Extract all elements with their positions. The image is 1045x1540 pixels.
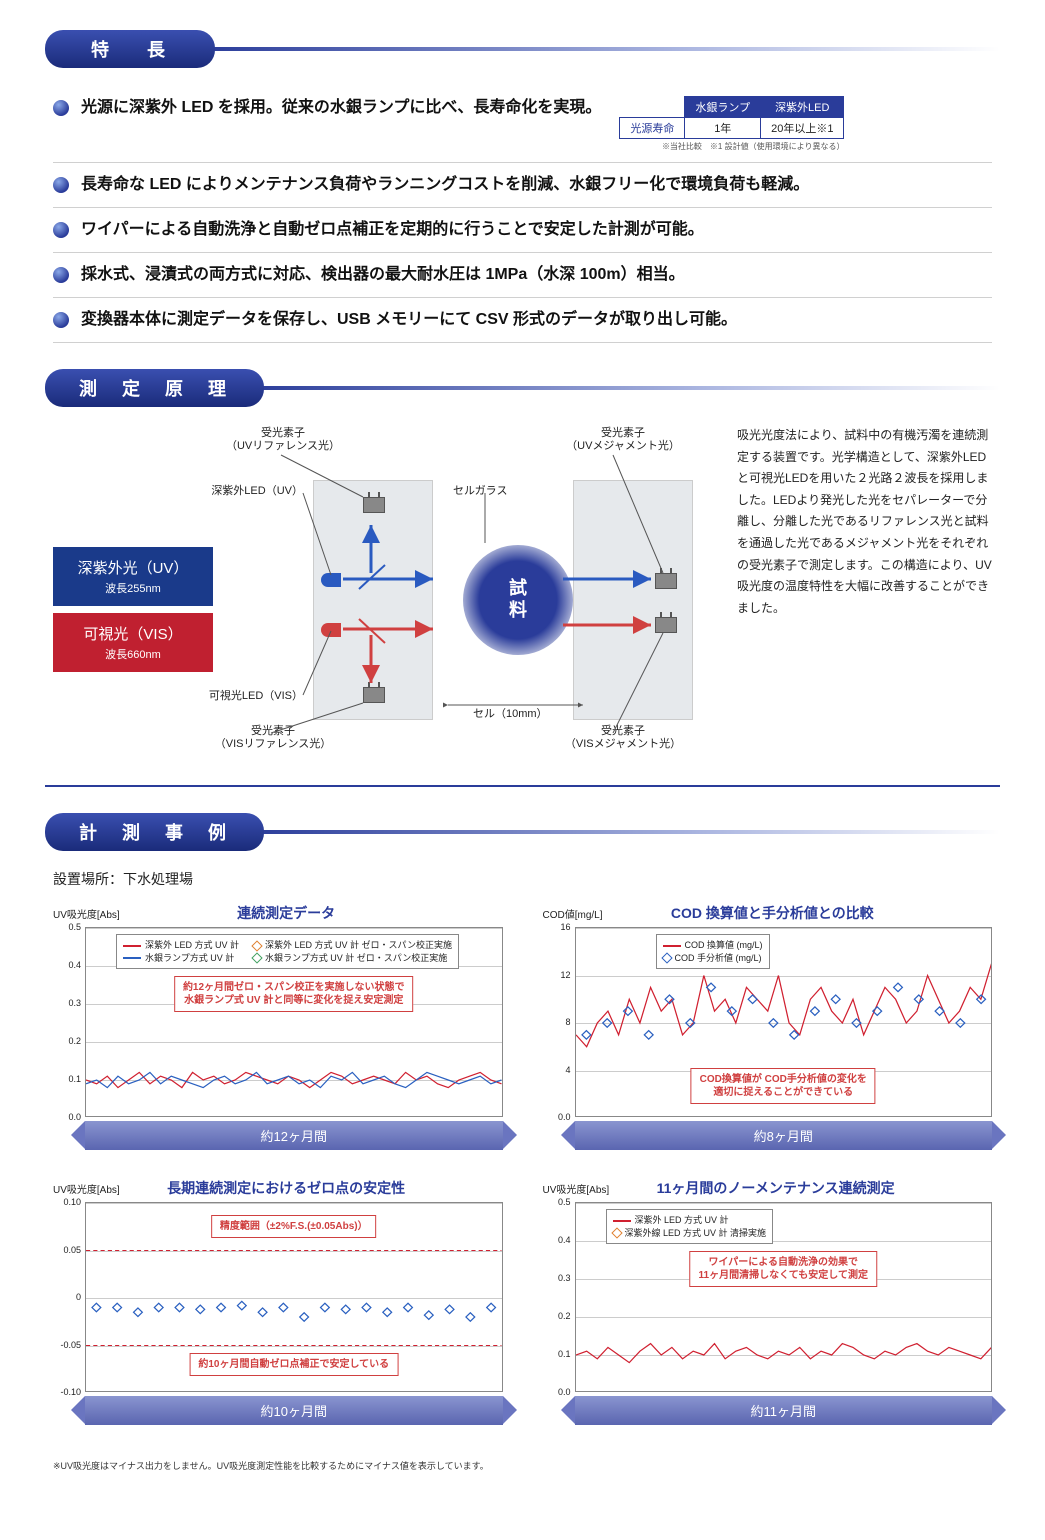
principle-diagram: 受光素子（UVリファレンス光） 受光素子（UVメジャメント光） 深紫外LED（U… — [53, 425, 713, 755]
feature-text: 変換器本体に測定データを保存し、USB メモリーにて CSV 形式のデータが取り… — [81, 308, 737, 332]
diagram-arrows — [53, 425, 713, 755]
chart-legend: 深紫外 LED 方式 UV 計深紫外線 LED 方式 UV 計 清掃実施 — [606, 1209, 774, 1244]
legend-label: 深紫外線 LED 方式 UV 計 清掃実施 — [625, 1228, 767, 1238]
chart-title: 長期連続測定におけるゼロ点の安定性 — [167, 1178, 405, 1198]
chart-ytick: 4 — [545, 1065, 571, 1075]
chart-title: COD 換算値と手分析値との比較 — [671, 903, 874, 923]
feature-text: 採水式、浸漬式の両方式に対応、検出器の最大耐水圧は 1MPa（水深 100m）相… — [81, 263, 685, 287]
chart-card: UV吸光度[Abs] 11ヶ月間のノーメンテナンス連続測定深紫外 LED 方式 U… — [543, 1178, 993, 1425]
chart-card: UV吸光度[Abs] 長期連続測定におけるゼロ点の安定性精度範囲（±2%F.S.(… — [53, 1178, 503, 1425]
chart-title: 連続測定データ — [237, 903, 335, 923]
feature-item: 光源に深紫外 LED を採用。従来の水銀ランプに比べ、長寿命化を実現。 水銀ラン… — [53, 86, 992, 163]
features-title: 特 長 — [45, 30, 215, 68]
bullet-icon — [53, 222, 69, 238]
chart-plot: 精度範囲（±2%F.S.(±0.05Abs)） 約10ヶ月間自動ゼロ点補正で安定し… — [85, 1202, 503, 1392]
duration-bar: 約10ヶ月間 — [85, 1396, 503, 1425]
life-table-wrap: 水銀ランプ 深紫外LED 光源寿命 1年 20年以上※1 ※当社比較 ※1 設計… — [619, 96, 844, 152]
chart-plot: COD 換算値 (mg/L) COD 手分析値 (mg/L) COD換算値が COD… — [575, 927, 993, 1117]
chart-ytick: 0.4 — [55, 960, 81, 970]
chart-ytick: 0.3 — [545, 1273, 571, 1283]
charts-grid: UV吸光度[Abs]連続測定データ深紫外 LED 方式 UV 計深紫外 LED … — [53, 903, 992, 1472]
chart-ytick: 0.5 — [545, 1197, 571, 1207]
chart-ytick: 0.10 — [55, 1197, 81, 1207]
chart-ytick: -0.05 — [55, 1340, 81, 1350]
chart-legend: COD 換算値 (mg/L) COD 手分析値 (mg/L) — [656, 934, 770, 969]
principle-title: 測 定 原 理 — [45, 369, 264, 407]
chart-annotation: COD換算値が COD手分析値の変化を適切に捉えることができている — [691, 1068, 876, 1104]
separator — [45, 785, 1000, 787]
chart-ytick: 0.1 — [545, 1349, 571, 1359]
feature-list: 光源に深紫外 LED を採用。従来の水銀ランプに比べ、長寿命化を実現。 水銀ラン… — [53, 86, 992, 343]
principle-section: 受光素子（UVリファレンス光） 受光素子（UVメジャメント光） 深紫外LED（U… — [53, 425, 992, 755]
chart-ytick: 0.2 — [545, 1311, 571, 1321]
chart-plot: 深紫外 LED 方式 UV 計深紫外線 LED 方式 UV 計 清掃実施ワイパー… — [575, 1202, 993, 1392]
principle-description: 吸光光度法により、試料中の有機汚濁を連続測定する装置です。光学構造として、深紫外… — [737, 425, 992, 619]
legend-label: 深紫外 LED 方式 UV 計 — [635, 1215, 729, 1225]
chart-annotation: 約10ヶ月間自動ゼロ点補正で安定している — [189, 1353, 398, 1376]
cases-title: 計 測 事 例 — [45, 813, 264, 851]
feature-item: 変換器本体に測定データを保存し、USB メモリーにて CSV 形式のデータが取り… — [53, 298, 992, 343]
life-table: 水銀ランプ 深紫外LED 光源寿命 1年 20年以上※1 — [619, 96, 844, 139]
legend-label: COD 換算値 (mg/L) — [685, 940, 763, 950]
legend-label: 水銀ランプ方式 UV 計 ゼロ・スパン校正実施 — [265, 953, 447, 963]
duration-bar: 約8ヶ月間 — [575, 1121, 993, 1150]
feature-item: ワイパーによる自動洗浄と自動ゼロ点補正を定期的に行うことで安定した計測が可能。 — [53, 208, 992, 253]
life-col: 深紫外LED — [761, 97, 844, 118]
feature-item: 長寿命な LED によりメンテナンス負荷やランニングコストを削減、水銀フリー化で… — [53, 163, 992, 208]
feature-item: 採水式、浸漬式の両方式に対応、検出器の最大耐水圧は 1MPa（水深 100m）相… — [53, 253, 992, 298]
duration-bar: 約11ヶ月間 — [575, 1396, 993, 1425]
life-row-label: 光源寿命 — [620, 118, 685, 139]
chart-ytick: 0.2 — [55, 1036, 81, 1046]
legend-label: 水銀ランプ方式 UV 計 — [145, 953, 234, 963]
chart-ylabel: UV吸光度[Abs] — [543, 1181, 610, 1196]
chart-ytick: 0.5 — [55, 922, 81, 932]
chart-plot: 深紫外 LED 方式 UV 計 深紫外 LED 方式 UV 計 ゼロ・スパン校正実… — [85, 927, 503, 1117]
chart-annotation: 精度範囲（±2%F.S.(±0.05Abs)） — [211, 1215, 377, 1238]
legend-label: 深紫外 LED 方式 UV 計 — [145, 940, 239, 950]
chart-card: UV吸光度[Abs]連続測定データ深紫外 LED 方式 UV 計深紫外 LED … — [53, 903, 503, 1150]
bullet-icon — [53, 177, 69, 193]
chart-ytick: 8 — [545, 1017, 571, 1027]
features-heading: 特 長 — [45, 30, 1000, 68]
chart-ylabel: UV吸光度[Abs] — [53, 906, 120, 921]
chart-ytick: 0.05 — [55, 1245, 81, 1255]
chart-ylabel: UV吸光度[Abs] — [53, 1181, 120, 1196]
life-col: 水銀ランプ — [685, 97, 761, 118]
feature-text: 光源に深紫外 LED を採用。従来の水銀ランプに比べ、長寿命化を実現。 — [81, 96, 601, 120]
life-note: ※当社比較 ※1 設計値（使用環境により異なる） — [619, 141, 844, 152]
chart-card: COD値[mg/L] COD 換算値と手分析値との比較 COD 換算値 (mg/L)… — [543, 903, 993, 1150]
chart-ytick: 16 — [545, 922, 571, 932]
chart-annotation: 約12ヶ月間ゼロ・スパン校正を実施しない状態で水銀ランプ式 UV 計と同等に変化… — [174, 976, 414, 1012]
bullet-icon — [53, 312, 69, 328]
principle-heading: 測 定 原 理 — [45, 369, 1000, 407]
legend-label: COD 手分析値 (mg/L) — [675, 953, 762, 963]
chart-ytick: 0.3 — [55, 998, 81, 1008]
chart-ytick: 0 — [55, 1292, 81, 1302]
life-val: 20年以上※1 — [761, 118, 844, 139]
chart-ytick: 12 — [545, 970, 571, 980]
chart-ytick: 0.4 — [545, 1235, 571, 1245]
feature-text: ワイパーによる自動洗浄と自動ゼロ点補正を定期的に行うことで安定した計測が可能。 — [81, 218, 704, 242]
life-val: 1年 — [685, 118, 761, 139]
chart-annotation: ワイパーによる自動洗浄の効果で11ヶ月間清掃しなくても安定して測定 — [690, 1251, 877, 1287]
chart-ylabel: COD値[mg/L] — [543, 906, 603, 921]
chart-ytick: 0.1 — [55, 1074, 81, 1084]
chart-legend: 深紫外 LED 方式 UV 計 深紫外 LED 方式 UV 計 ゼロ・スパン校正実… — [116, 934, 459, 969]
legend-label: 深紫外 LED 方式 UV 計 ゼロ・スパン校正実施 — [265, 940, 452, 950]
location-label: 設置場所：下水処理場 — [53, 869, 992, 889]
duration-bar: 約12ヶ月間 — [85, 1121, 503, 1150]
bullet-icon — [53, 100, 69, 116]
chart-title: 11ヶ月間のノーメンテナンス連続測定 — [657, 1178, 895, 1198]
chart-footnote: ※UV吸光度はマイナス出力をしません。UV吸光度測定性能を比較するためにマイナス… — [53, 1459, 503, 1472]
cases-heading: 計 測 事 例 — [45, 813, 1000, 851]
bullet-icon — [53, 267, 69, 283]
feature-text: 長寿命な LED によりメンテナンス負荷やランニングコストを削減、水銀フリー化で… — [81, 173, 809, 197]
